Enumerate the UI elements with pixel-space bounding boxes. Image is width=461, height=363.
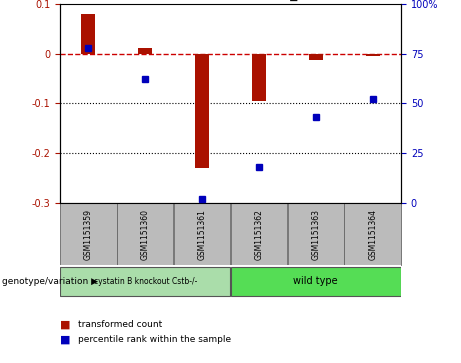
Text: ■: ■: [60, 334, 71, 344]
Text: wild type: wild type: [294, 276, 338, 286]
Bar: [231, 266, 401, 296]
Bar: [231, 203, 287, 265]
Text: GSM1151364: GSM1151364: [368, 209, 377, 260]
Text: GSM1151359: GSM1151359: [84, 209, 93, 260]
Title: GDS5090 / 1428324_at: GDS5090 / 1428324_at: [150, 0, 311, 1]
Bar: [288, 203, 344, 265]
Text: genotype/variation ▶: genotype/variation ▶: [2, 277, 98, 286]
Text: GSM1151361: GSM1151361: [198, 209, 207, 260]
Bar: [60, 266, 230, 296]
Bar: [366, 53, 380, 56]
Text: GSM1151362: GSM1151362: [254, 209, 263, 260]
Bar: [344, 203, 401, 265]
Bar: [60, 203, 117, 265]
Text: GSM1151363: GSM1151363: [311, 209, 320, 260]
Bar: [138, 48, 152, 53]
Text: transformed count: transformed count: [78, 321, 163, 329]
Bar: [174, 203, 230, 265]
Bar: [309, 53, 323, 60]
Bar: [81, 13, 95, 53]
Bar: [252, 53, 266, 101]
Text: ■: ■: [60, 320, 71, 330]
Bar: [195, 53, 209, 168]
Text: percentile rank within the sample: percentile rank within the sample: [78, 335, 231, 344]
Text: cystatin B knockout Cstb-/-: cystatin B knockout Cstb-/-: [94, 277, 197, 286]
Bar: [117, 203, 173, 265]
Text: GSM1151360: GSM1151360: [141, 209, 150, 260]
